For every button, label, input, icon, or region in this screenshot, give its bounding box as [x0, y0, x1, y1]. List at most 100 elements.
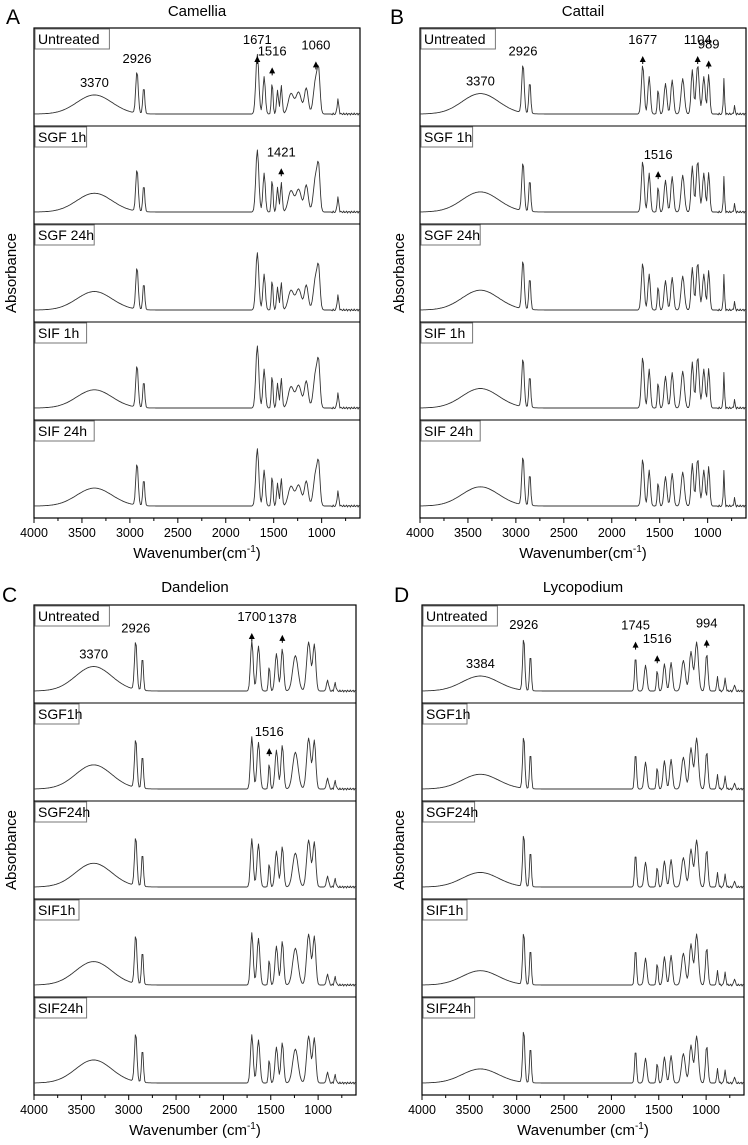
- series-label: SIF24h: [426, 1000, 471, 1016]
- series-label-box: [422, 899, 468, 921]
- peak-annotation: 989: [698, 37, 720, 52]
- x-tick-label: 4000: [408, 1103, 436, 1117]
- spectrum-trace: [34, 53, 361, 116]
- x-tick-label: 3000: [116, 526, 144, 540]
- spectrum-trace: [422, 1031, 745, 1085]
- panel-letter: C: [2, 584, 17, 607]
- series-label-box: [34, 703, 80, 725]
- x-tick-label: 2000: [212, 526, 240, 540]
- y-axis-label: Absorbance: [391, 233, 408, 313]
- series-label: SIF 24h: [424, 423, 473, 439]
- spectrum-trace: [34, 838, 357, 889]
- series-label-box: [34, 605, 110, 627]
- series-label-box: [422, 605, 498, 627]
- series-label: SIF24h: [38, 1000, 83, 1016]
- series-label: SGF 24h: [38, 227, 94, 243]
- spectrum-trace: [420, 457, 747, 508]
- plot-frame: [33, 604, 357, 1096]
- annotation-arrowhead: [639, 56, 646, 62]
- series-label-box: [34, 126, 88, 148]
- x-axis-label-main: Wavenumber (cm: [129, 1122, 247, 1139]
- x-tick-label: 2500: [162, 1103, 190, 1117]
- series-label-box: [34, 899, 80, 921]
- peak-annotation: 994: [696, 616, 718, 631]
- spectrum-trace: [420, 65, 747, 116]
- spectrum-trace: [34, 736, 357, 791]
- peak-annotation: 2926: [121, 620, 150, 635]
- spectrum-trace: [422, 737, 745, 791]
- series-label: SGF 1h: [38, 129, 86, 145]
- peak-annotation: 3370: [466, 74, 495, 89]
- annotation-arrowhead: [248, 633, 255, 639]
- x-tick-label: 3500: [454, 526, 482, 540]
- x-tick-label: 2500: [550, 1103, 578, 1117]
- peak-annotation: 3370: [80, 75, 109, 90]
- series-label-box: [34, 322, 88, 344]
- spectrum-trace: [34, 1034, 357, 1085]
- x-axis-label-tail: ): [256, 545, 261, 562]
- series-label: SGF1h: [426, 706, 470, 722]
- x-tick-label: 2000: [210, 1103, 238, 1117]
- spectrum-trace: [34, 252, 361, 312]
- series-label-box: [420, 126, 474, 148]
- annotation-arrowhead: [703, 639, 710, 646]
- annotation-arrowhead: [705, 60, 712, 67]
- series-label: SGF24h: [38, 804, 90, 820]
- series-label-box: [420, 420, 481, 442]
- series-label: Untreated: [424, 31, 485, 47]
- series-label-box: [420, 28, 496, 50]
- spectrum-trace: [34, 149, 361, 214]
- series-label: SIF1h: [426, 902, 463, 918]
- series-label: SIF 24h: [38, 423, 87, 439]
- x-tick-label: 1500: [260, 526, 288, 540]
- x-axis-label: Wavenumber(cm-1): [133, 544, 261, 562]
- x-tick-label: 3500: [68, 526, 96, 540]
- peak-annotation: 1671: [243, 32, 272, 47]
- x-tick-label: 2500: [550, 526, 578, 540]
- series-label: SGF1h: [38, 706, 82, 722]
- spectrum-trace: [34, 932, 357, 987]
- x-tick-label: 4000: [406, 526, 434, 540]
- x-tick-label: 3000: [115, 1103, 143, 1117]
- x-axis-label: Wavenumber (cm-1): [129, 1121, 261, 1139]
- annotation-arrowhead: [694, 56, 701, 62]
- spectrum-trace: [420, 161, 747, 214]
- annotation-arrowhead: [632, 641, 639, 648]
- annotation-arrowhead: [655, 171, 662, 178]
- x-tick-label: 1000: [308, 526, 336, 540]
- panel-letter: B: [390, 6, 404, 29]
- y-axis-label: Absorbance: [391, 810, 408, 890]
- x-tick-label: 1500: [645, 1103, 673, 1117]
- series-label-box: [34, 28, 110, 50]
- spectrum-trace: [34, 448, 361, 508]
- series-label-box: [34, 224, 95, 246]
- series-label-box: [34, 801, 88, 823]
- y-axis-label: Absorbance: [3, 233, 20, 313]
- peak-annotation: 2926: [509, 44, 538, 59]
- panel-title: Camellia: [168, 3, 227, 20]
- x-tick-label: 3000: [503, 1103, 531, 1117]
- peak-annotation: 1104: [684, 32, 712, 47]
- peak-annotation: 1516: [258, 43, 287, 58]
- panel-letter: D: [394, 584, 409, 607]
- spectrum-trace: [422, 933, 745, 987]
- x-tick-label: 3500: [67, 1103, 95, 1117]
- peak-annotation: 1516: [255, 724, 284, 739]
- annotation-arrowhead: [266, 748, 273, 755]
- x-axis-label: Wavenumber(cm-1): [519, 544, 647, 562]
- x-tick-label: 2000: [598, 526, 626, 540]
- spectrum-trace: [422, 835, 745, 889]
- panel-title: Cattail: [562, 3, 605, 20]
- series-label-box: [422, 801, 476, 823]
- x-axis-label-main: Wavenumber(cm: [133, 545, 247, 562]
- series-label: SGF 24h: [424, 227, 480, 243]
- spectrum-trace: [34, 640, 357, 693]
- series-label: SIF1h: [38, 902, 75, 918]
- y-axis-label: Absorbance: [3, 810, 20, 890]
- panel-letter: A: [6, 6, 20, 29]
- series-label: SGF24h: [426, 804, 478, 820]
- series-label: SIF 1h: [424, 325, 465, 341]
